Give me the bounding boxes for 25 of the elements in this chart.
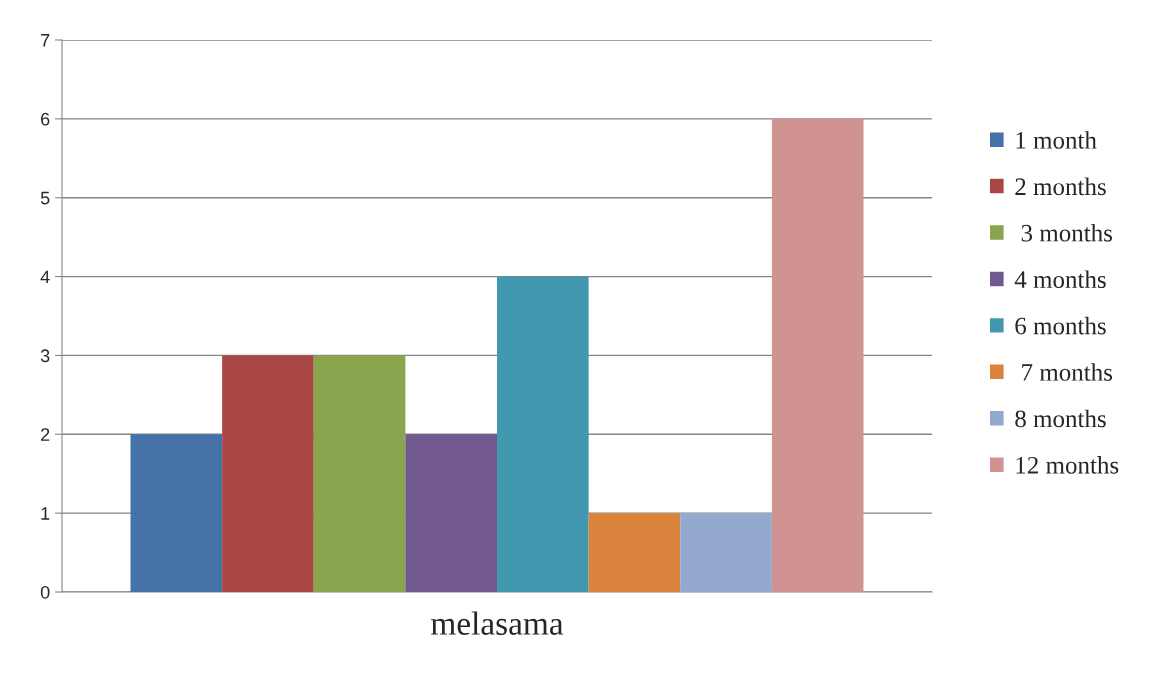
- legend-label: 8 months: [1015, 409, 1106, 428]
- x-tick-label: melasama: [431, 611, 564, 635]
- y-tick-label: 2: [41, 428, 50, 441]
- y-tick-label: 4: [40, 270, 50, 284]
- legend-label: 4 months: [1014, 270, 1106, 289]
- legend-label: 3 months: [1021, 223, 1113, 242]
- bar: [771, 118, 864, 592]
- y-tick-label: 1: [41, 507, 50, 520]
- y-tick-label: 7: [41, 34, 50, 47]
- y-tick-label: 5: [40, 191, 50, 205]
- legend-label: 2 months: [1015, 177, 1106, 196]
- y-tick-label: 0: [40, 585, 50, 599]
- legend-label: 7 months: [1022, 363, 1113, 381]
- bar: [405, 434, 497, 592]
- bar: [222, 355, 314, 592]
- y-tick-label: 6: [41, 112, 50, 126]
- bar: [497, 276, 589, 592]
- legend-label: 1 month: [1016, 131, 1097, 149]
- bar: [680, 513, 772, 592]
- legend-label: 12 months: [1016, 456, 1119, 474]
- legend-label: 6 months: [1015, 316, 1106, 335]
- y-tick-label: 3: [40, 349, 50, 363]
- bar: [588, 513, 681, 592]
- bar: [130, 434, 223, 592]
- bar: [313, 355, 406, 592]
